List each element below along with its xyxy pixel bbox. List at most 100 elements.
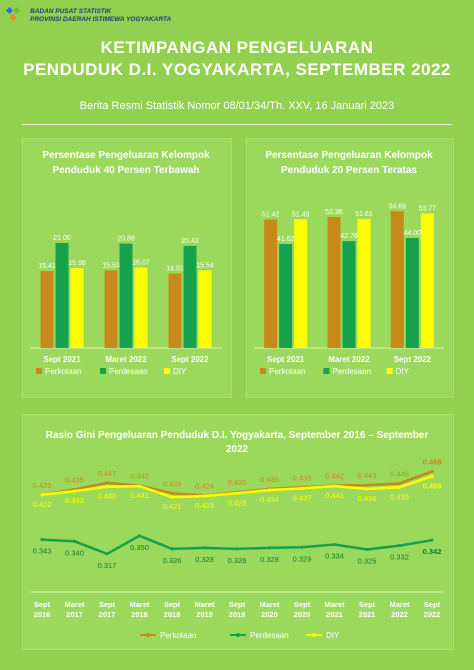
bottom40-bar-label: 15.41 <box>38 263 56 270</box>
gini-point-diy <box>267 488 272 492</box>
gini-point-perkotaan <box>365 483 369 487</box>
gini-category-label: 2018 <box>131 610 148 619</box>
gini-category-label: Maret <box>324 600 345 609</box>
gini-point-label: 0.436 <box>260 475 279 484</box>
gini-category-label: 2019 <box>196 610 213 619</box>
gini-point-label: 0.340 <box>65 548 84 557</box>
top20-bar-perkotaan <box>264 219 278 348</box>
gini-point-label: 0.459 <box>423 481 442 490</box>
gini-point-diy <box>105 485 109 489</box>
top20-bar-diy <box>294 219 308 348</box>
top20-legend-label: Perkotaan <box>269 367 305 376</box>
gini-point-label: 0.422 <box>33 500 52 509</box>
gini-point-label: 0.332 <box>390 553 409 562</box>
gini-category-label: Maret <box>194 600 215 609</box>
gini-point-diy <box>72 489 77 493</box>
gini-category-label: Sept <box>424 600 441 609</box>
gini-point-label: 0.442 <box>130 472 149 481</box>
top20-bar-label: 54.69 <box>389 203 407 210</box>
gini-point-diy <box>397 485 402 489</box>
top20-legend-swatch-perkotaan <box>260 368 266 374</box>
gini-line-perdesaan <box>41 534 433 556</box>
gini-point-label: 0.317 <box>98 561 117 570</box>
gini-point-label: 0.447 <box>98 469 117 478</box>
bottom40-bar-perkotaan <box>168 273 182 348</box>
bps-logo-icon <box>6 6 21 22</box>
gini-point-label: 0.441 <box>325 491 344 500</box>
gini-category-label: 2022 <box>391 610 408 619</box>
bottom40-bar-diy <box>70 268 84 348</box>
gini-point-label: 0.434 <box>260 495 279 504</box>
gini-category-label: Maret <box>389 600 410 609</box>
gini-point-perdesaan <box>430 538 434 542</box>
header-divider <box>22 124 452 125</box>
gini-point-label: 0.425 <box>33 481 52 490</box>
gini-point-perkotaan <box>105 481 109 485</box>
bottom40-bar-perdesaan <box>55 243 69 348</box>
top20-category-label: Sept 2021 <box>267 355 305 364</box>
gini-category-label: Sept <box>164 600 181 609</box>
gini-category-label: Sept <box>294 600 311 609</box>
gini-point-label: 0.423 <box>195 501 214 510</box>
top20-bar-perdesaan <box>405 238 419 348</box>
top20-category-label: Sept 2022 <box>394 355 432 364</box>
bottom40-bar-label: 14.91 <box>166 265 184 272</box>
bottom40-legend-swatch-perkotaan <box>36 368 42 374</box>
gini-point-perdesaan <box>397 544 402 548</box>
bottom40-bar-label: 20.88 <box>117 236 135 243</box>
gini-point-label: 0.343 <box>33 547 52 556</box>
bps-logo: BADAN PUSAT STATISTIK PROVINSI DAERAH IS… <box>6 6 186 26</box>
bottom40-category-label: Maret 2022 <box>105 355 147 364</box>
gini-point-perdesaan <box>40 538 44 542</box>
gini-point-perdesaan <box>137 534 142 538</box>
gini-title: Rasio Gini Pengeluaran Penduduk D.I. Yog… <box>46 430 429 441</box>
gini-category-label: Maret <box>129 600 150 609</box>
top20-bar-label: 44.00 <box>404 230 422 237</box>
gini-legend-label: Perdesaan <box>250 631 289 640</box>
gini-point-diy <box>202 494 207 498</box>
gini-category-label: Sept <box>99 600 116 609</box>
gini-legend-label: DIY <box>326 631 340 640</box>
page-title-line1: KETIMPANGAN PENGELUARAN <box>100 38 374 57</box>
top20-title: Persentase Pengeluaran Kelompok <box>265 150 433 161</box>
top20-bar-diy <box>357 218 371 348</box>
top20-bar-label: 52.36 <box>325 209 343 216</box>
gini-legend-marker-diy <box>312 633 316 637</box>
top20-bar-perkotaan <box>390 211 404 348</box>
gini-point-label: 0.424 <box>195 481 214 490</box>
gini-category-label: 2017 <box>99 610 116 619</box>
gini-category-label: 2020 <box>294 610 311 619</box>
bottom40-bar-perkotaan <box>104 270 118 348</box>
top20-bar-label: 51.42 <box>262 211 280 218</box>
gini-point-perdesaan <box>170 547 174 551</box>
top20-legend-swatch-perdesaan <box>323 368 330 374</box>
bottom40-bar-label: 15.53 <box>102 262 120 269</box>
gini-point-label: 0.325 <box>358 556 377 565</box>
top20-bar-perdesaan <box>279 243 293 348</box>
gini-point-label: 0.326 <box>228 556 247 565</box>
agency-name: BADAN PUSAT STATISTIK <box>30 8 112 15</box>
gini-point-label: 0.436 <box>358 494 377 503</box>
top20-legend-label: Perdesaan <box>332 367 371 376</box>
gini-point-label: 0.428 <box>228 498 247 507</box>
gini-point-label: 0.328 <box>195 555 214 564</box>
gini-category-label: Sept <box>359 600 376 609</box>
gini-point-perdesaan <box>235 547 239 551</box>
gini-point-perdesaan <box>105 552 109 556</box>
gini-category-label: Sept <box>229 600 246 609</box>
top20-bar-diy <box>420 213 434 348</box>
gini-point-perdesaan <box>300 545 304 549</box>
agency-region: PROVINSI DAERAH ISTIMEWA YOGYAKARTA <box>30 16 172 23</box>
gini-point-label: 0.443 <box>358 471 377 480</box>
bottom40-legend-swatch-diy <box>164 368 170 374</box>
gini-category-label: 2016 <box>34 610 51 619</box>
gini-point-diy <box>235 491 239 495</box>
bottom40-bar-perkotaan <box>40 270 54 348</box>
gini-point-label: 0.421 <box>163 502 182 511</box>
bottom40-category-label: Sept 2021 <box>43 355 81 364</box>
top20-legend-swatch-diy <box>386 368 393 374</box>
top20-title: Penduduk 20 Persen Teratas <box>281 165 417 176</box>
bottom40-legend-swatch-perdesaan <box>100 368 106 374</box>
bottom40-legend-label: Perkotaan <box>45 367 81 376</box>
gini-category-label: 2022 <box>424 610 441 619</box>
